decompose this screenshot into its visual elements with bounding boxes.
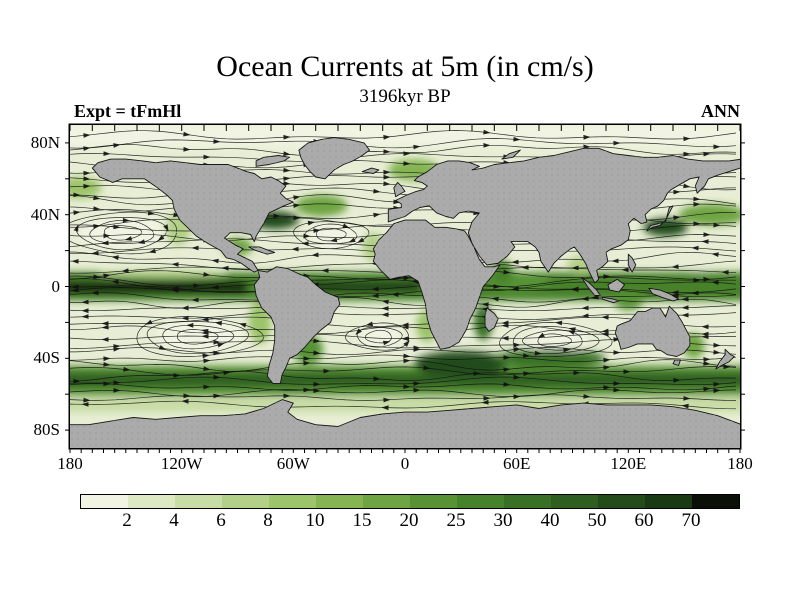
colorbar xyxy=(80,494,740,509)
colorbar-tick-label: 70 xyxy=(681,510,701,531)
lat-tick-label: 0 xyxy=(51,276,61,296)
streamlines xyxy=(70,130,737,410)
colorbar-segment xyxy=(598,495,645,508)
page-title: Ocean Currents at 5m (in cm/s) xyxy=(216,50,594,83)
colorbar-segment xyxy=(222,495,269,508)
experiment-label: Expt = tFmHl xyxy=(74,101,182,121)
lat-tick-label: 80S xyxy=(33,420,60,440)
colorbar-segment xyxy=(504,495,551,508)
axis-ticks xyxy=(65,125,745,453)
streamline-arrows xyxy=(71,129,731,411)
lon-tick-label: 180 xyxy=(727,454,753,473)
colorbar-segment xyxy=(363,495,410,508)
colorbar-tick-label: 25 xyxy=(446,510,466,531)
lat-tick-label: 80N xyxy=(30,132,60,152)
colorbar-tick-label: 60 xyxy=(634,510,654,531)
lon-tick-label: 60E xyxy=(502,454,531,473)
colorbar-tick-label: 10 xyxy=(305,510,325,531)
colorbar-tick-label: 30 xyxy=(493,510,513,531)
colorbar-segment xyxy=(128,495,175,508)
colorbar-segment xyxy=(410,495,457,508)
colorbar-tick-label: 20 xyxy=(399,510,419,531)
colorbar-segment xyxy=(692,495,739,508)
colorbar-tick-label: 50 xyxy=(587,510,607,531)
continents xyxy=(70,137,740,448)
map-frame xyxy=(68,123,742,450)
colorbar-tick-label: 8 xyxy=(263,510,273,531)
colorbar-tick-label: 2 xyxy=(122,510,132,531)
season-label: ANN xyxy=(701,101,740,121)
world-map xyxy=(70,125,740,448)
colorbar-tick-label: 40 xyxy=(540,510,560,531)
colorbar-segment xyxy=(457,495,504,508)
colorbar-tick-label: 4 xyxy=(169,510,179,531)
lat-tick-label: 40S xyxy=(33,348,60,368)
colorbar-tick-label: 15 xyxy=(352,510,372,531)
colorbar-segment xyxy=(81,495,128,508)
colorbar-segment xyxy=(316,495,363,508)
lon-tick-label: 0 xyxy=(400,454,410,473)
colorbar-segment xyxy=(269,495,316,508)
colorbar-tick-label: 6 xyxy=(216,510,226,531)
lon-tick-label: 120W xyxy=(160,454,203,473)
lon-tick-label: 60W xyxy=(276,454,310,473)
colorbar-segment xyxy=(551,495,598,508)
lon-tick-label: 180 xyxy=(57,454,83,473)
colorbar-segment xyxy=(175,495,222,508)
lat-tick-label: 40N xyxy=(30,204,60,224)
lon-tick-label: 120E xyxy=(610,454,647,473)
colorbar-segment xyxy=(645,495,692,508)
subtitle: 3196kyr BP xyxy=(359,86,451,107)
